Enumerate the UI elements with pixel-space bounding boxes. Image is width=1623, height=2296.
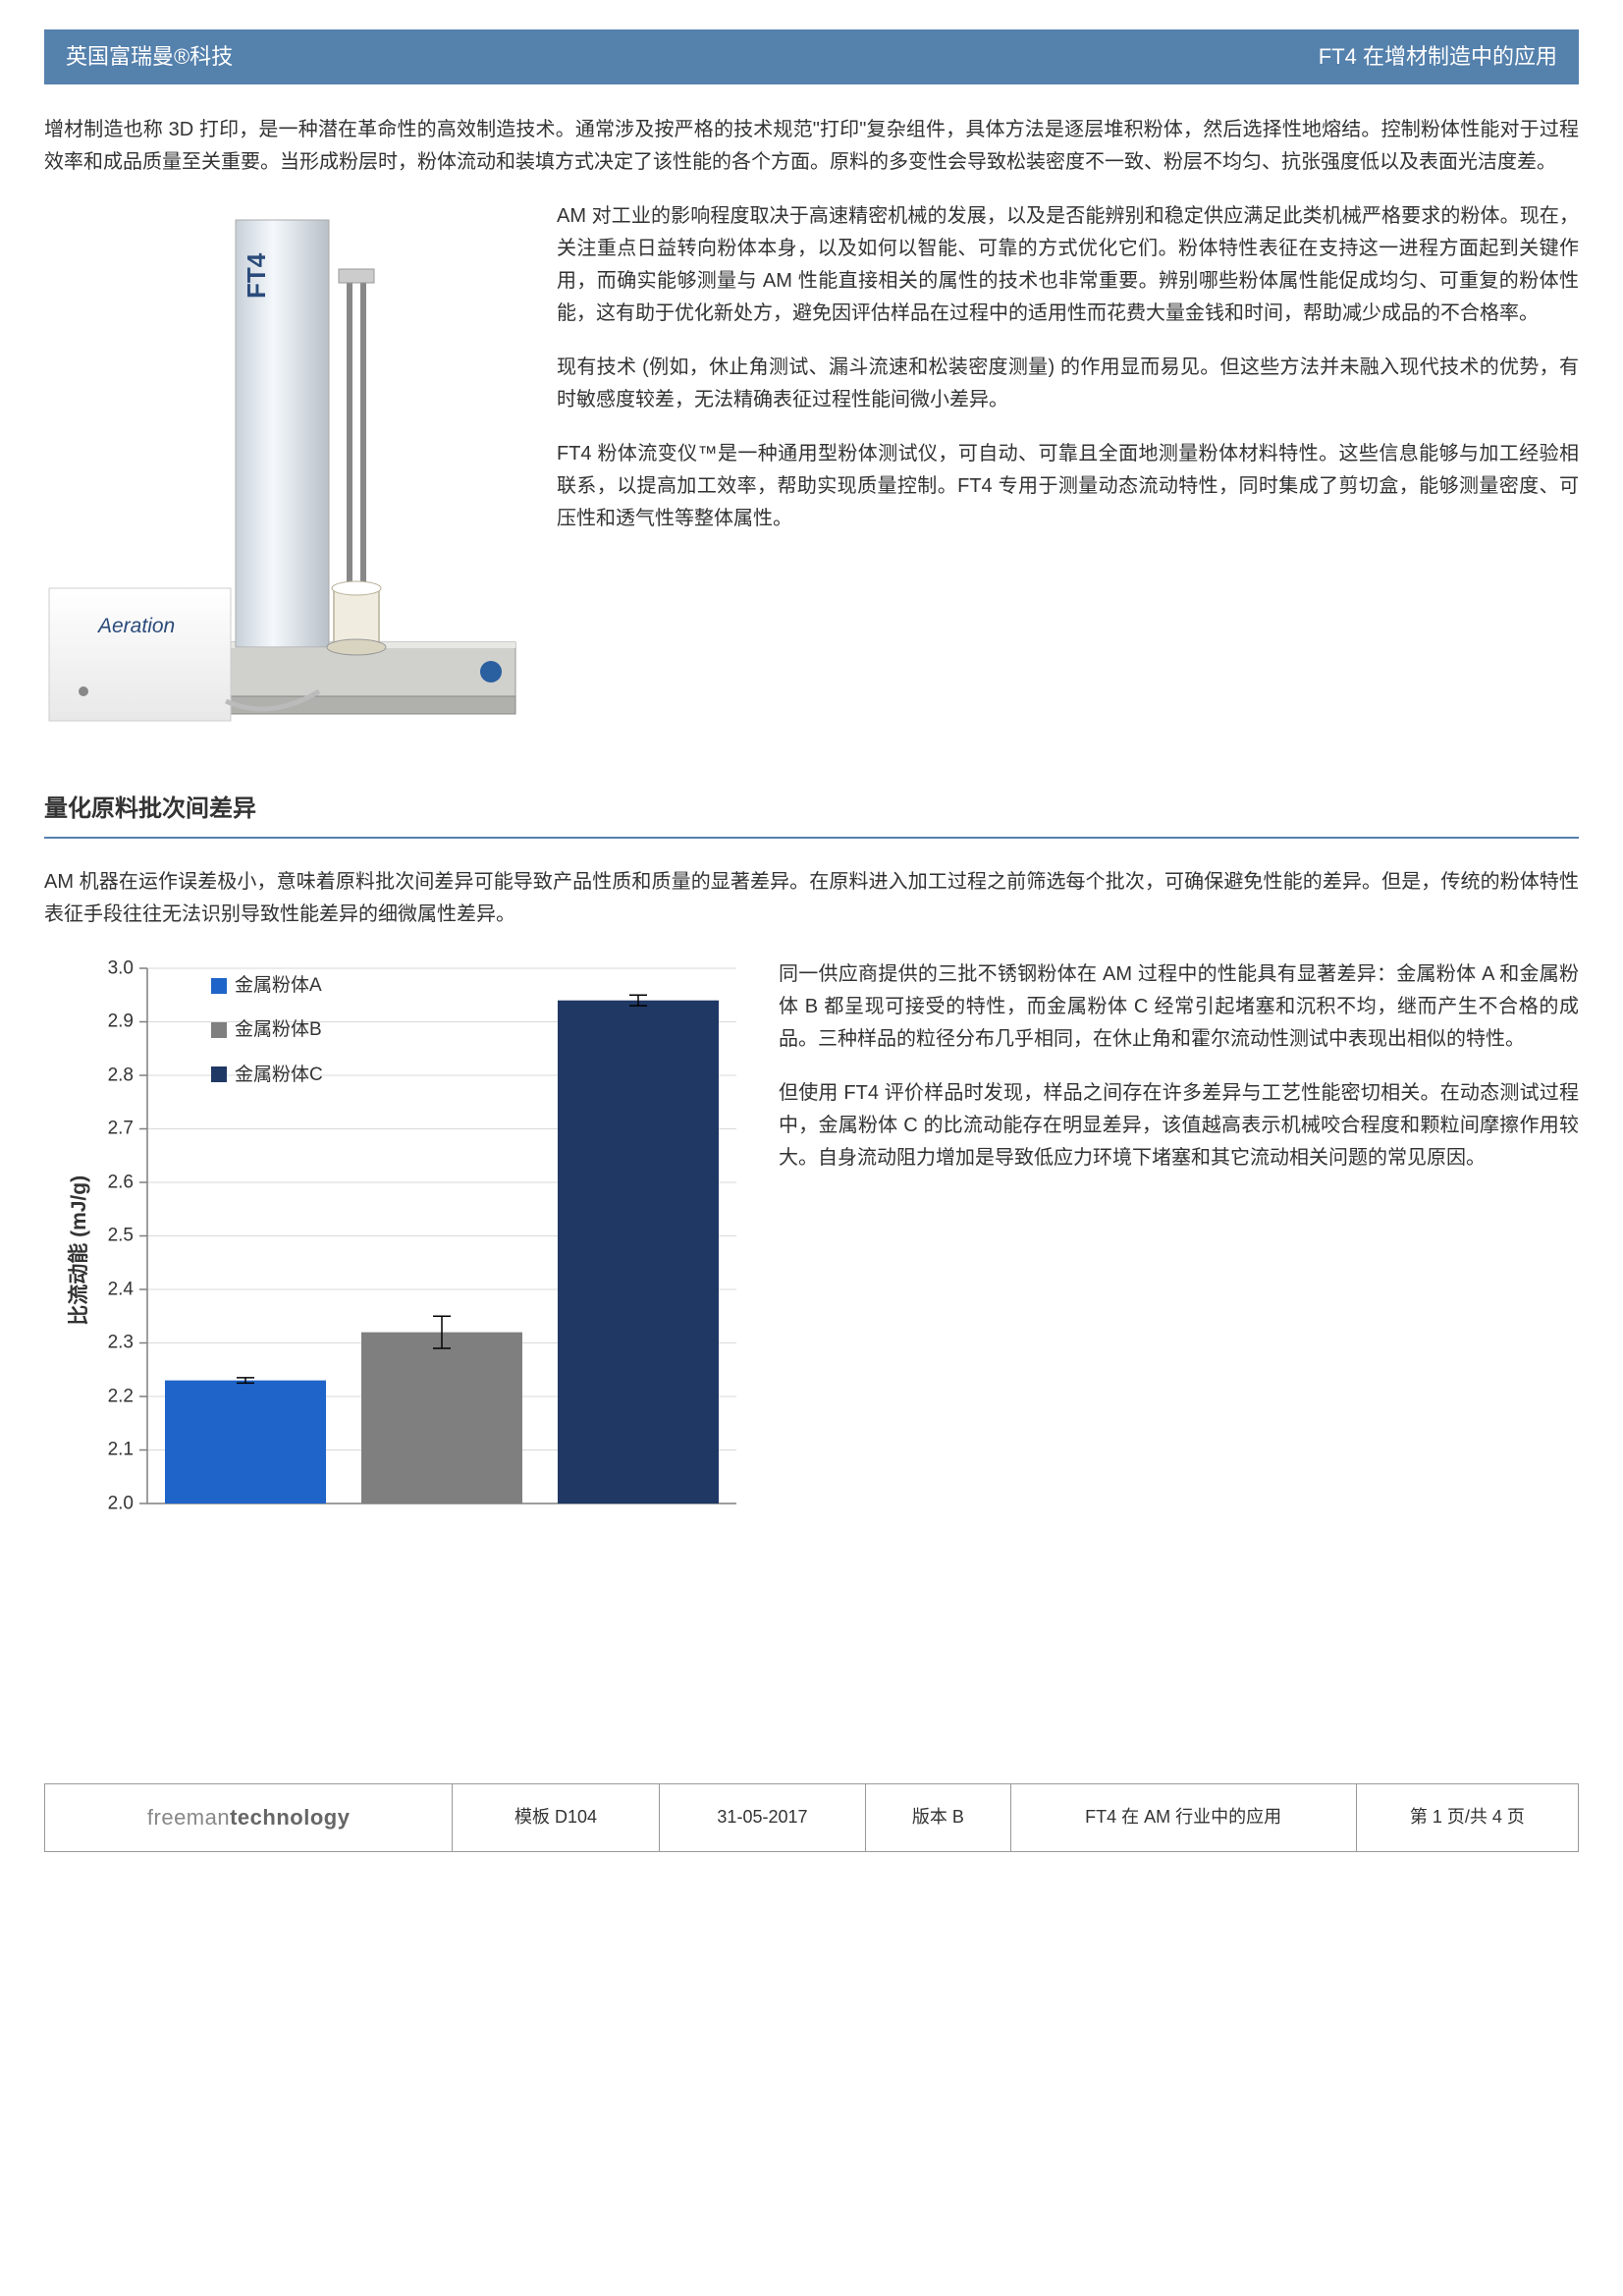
legend-item-b: 金属粉体B: [211, 1014, 323, 1045]
footer-version: 版本 B: [866, 1784, 1010, 1851]
intro-paragraph: 增材制造也称 3D 打印，是一种潜在革命性的高效制造技术。通常涉及按严格的技术规…: [44, 114, 1579, 179]
footer-date: 31-05-2017: [660, 1784, 866, 1851]
chart-svg: [44, 958, 751, 1538]
legend-square-a: [211, 978, 227, 994]
footer-page: 第 1 页/共 4 页: [1357, 1784, 1578, 1851]
legend-square-b: [211, 1022, 227, 1038]
right-text-column: AM 对工业的影响程度取决于高速精密机械的发展，以及是否能辨别和稳定供应满足此类…: [557, 200, 1579, 557]
chart-text-section: 比流动能 (mJ/g) 2.02.12.22.32.42.52.62.72.82…: [44, 958, 1579, 1538]
section2-p2: 但使用 FT4 评价样品时发现，样品之间存在许多差异与工艺性能密切相关。在动态测…: [779, 1077, 1579, 1175]
legend-label-a: 金属粉体A: [235, 970, 322, 1001]
right-p2: 现有技术 (例如，休止角测试、漏斗流速和松装密度测量) 的作用显而易见。但这些方…: [557, 352, 1579, 416]
header-right: FT4 在增材制造中的应用: [1319, 39, 1557, 75]
footer-table: freemantechnology 模板 D104 31-05-2017 版本 …: [44, 1783, 1579, 1852]
ft4-label: FT4: [242, 253, 271, 300]
section2-p1: 同一供应商提供的三批不锈钢粉体在 AM 过程中的性能具有显著差异：金属粉体 A …: [779, 958, 1579, 1056]
aeration-label: Aeration: [96, 615, 175, 637]
legend-item-a: 金属粉体A: [211, 970, 323, 1001]
header-bar: 英国富瑞曼®科技 FT4 在增材制造中的应用: [44, 29, 1579, 84]
legend-label-b: 金属粉体B: [235, 1014, 322, 1045]
right-p3: FT4 粉体流变仪™是一种通用型粉体测试仪，可自动、可靠且全面地测量粉体材料特性…: [557, 438, 1579, 535]
section-heading: 量化原料批次间差异: [44, 790, 1579, 839]
legend-item-c: 金属粉体C: [211, 1060, 323, 1090]
header-left: 英国富瑞曼®科技: [66, 39, 233, 75]
right-p1: AM 对工业的影响程度取决于高速精密机械的发展，以及是否能辨别和稳定供应满足此类…: [557, 200, 1579, 330]
image-text-section: FT4 Aeration AM 对工业的影响程度取决于高速精密机械的发展，以及是…: [44, 200, 1579, 750]
footer-apptitle: FT4 在 AM 行业中的应用: [1011, 1784, 1357, 1851]
chart-legend: 金属粉体A 金属粉体B 金属粉体C: [211, 970, 323, 1104]
legend-square-c: [211, 1066, 227, 1082]
section2-intro: AM 机器在运作误差极小，意味着原料批次间差异可能导致产品性质和质量的显著差异。…: [44, 866, 1579, 931]
footer-logo: freemantechnology: [45, 1784, 453, 1851]
legend-label-c: 金属粉体C: [235, 1060, 323, 1090]
footer-logo-bold: technology: [230, 1805, 350, 1830]
instrument-image: FT4 Aeration: [44, 200, 535, 750]
chart-right-text: 同一供应商提供的三批不锈钢粉体在 AM 过程中的性能具有显著差异：金属粉体 A …: [779, 958, 1579, 1196]
footer-logo-light: freeman: [147, 1805, 230, 1830]
bar-chart: 比流动能 (mJ/g) 2.02.12.22.32.42.52.62.72.82…: [44, 958, 751, 1538]
footer-template: 模板 D104: [453, 1784, 659, 1851]
instrument-svg: FT4 Aeration: [44, 200, 535, 750]
